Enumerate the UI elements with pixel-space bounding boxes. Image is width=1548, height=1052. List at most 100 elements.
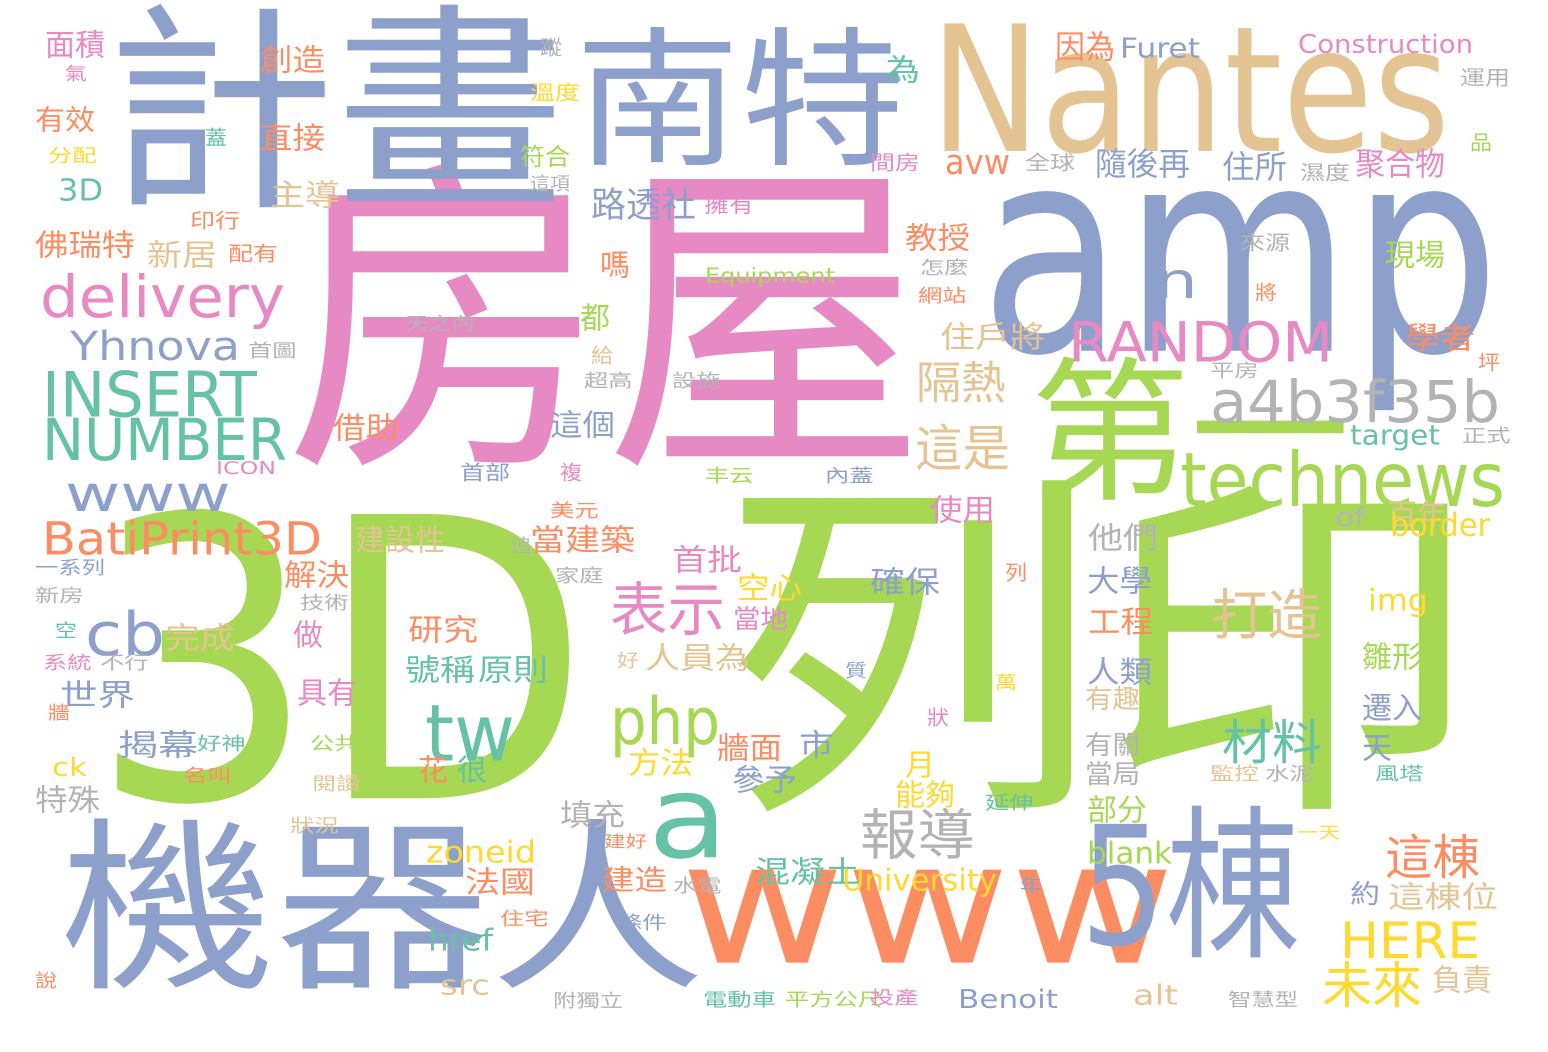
cloud-word: 建設性 (355, 523, 445, 559)
cloud-word: 南特 (575, 15, 905, 189)
cloud-word: ICON (216, 457, 276, 479)
cloud-word: 住所 (1222, 148, 1287, 187)
cloud-word: 研究 (408, 613, 478, 649)
cloud-word: 好神 (197, 733, 246, 755)
cloud-word: 3D (58, 173, 103, 209)
cloud-word: 品 (1470, 130, 1492, 155)
cloud-word: 直接 (260, 121, 325, 157)
cloud-word: 具有 (297, 676, 357, 712)
cloud-word: 空 (55, 620, 77, 642)
cloud-word: 人類 (1087, 655, 1152, 691)
cloud-word: 雛形 (1362, 640, 1422, 676)
cloud-word: 首批 (672, 543, 742, 579)
cloud-word: 佛瑞特 (35, 228, 135, 264)
cloud-word: 第一 (1030, 343, 1350, 525)
cloud-word: 延伸 (985, 792, 1034, 814)
cloud-word: 房屋 (285, 133, 925, 518)
cloud-word: 借助 (333, 411, 398, 447)
cloud-word: img (1368, 583, 1428, 619)
cloud-word: 機器人 (60, 801, 705, 1018)
cloud-word: 家庭 (555, 565, 604, 587)
cloud-word: 特殊 (35, 783, 100, 819)
cloud-word: www (680, 805, 1175, 1004)
cloud-word: BatiPrint3D (42, 512, 322, 566)
cloud-word: 分配 (48, 145, 97, 167)
cloud-word: 隔熱 (916, 356, 1006, 410)
cloud-word: 很 (457, 753, 487, 789)
cloud-word: 氣 (65, 63, 87, 85)
cloud-word: 教授 (905, 221, 970, 257)
cloud-word: 未來 (1322, 957, 1422, 1015)
cloud-word: 平房 (1210, 360, 1259, 382)
cloud-word: 這個 (550, 408, 615, 444)
cloud-word: 因為 (1055, 28, 1115, 67)
cloud-word: 住戶將 (940, 320, 1045, 356)
cloud-word: 面積 (45, 28, 105, 64)
cloud-word: 擁有 (704, 193, 754, 219)
cloud-word: 運用 (1460, 65, 1510, 90)
cloud-word: 配有 (228, 241, 278, 266)
cloud-word: 混凝土 (755, 855, 860, 891)
cloud-word: 確保 (870, 565, 940, 601)
cloud-word: 首部 (460, 460, 510, 485)
cloud-word: 說 (35, 970, 57, 992)
cloud-word: 風塔 (1375, 763, 1424, 785)
cloud-word: a (648, 751, 728, 886)
cloud-word: 5棟 (1080, 791, 1300, 984)
cloud-word: 來源 (1240, 230, 1290, 255)
cloud-word: 創造 (260, 43, 325, 79)
cloud-word: 投產 (870, 987, 919, 1009)
cloud-word: php (610, 685, 720, 761)
cloud-word: ck (52, 752, 87, 783)
cloud-word: 有效 (35, 103, 95, 137)
cloud-word: 技術 (300, 592, 349, 614)
cloud-word: 都 (580, 301, 610, 337)
cloud-word: 列印 (720, 446, 1480, 866)
cloud-word: 電動車 (703, 989, 776, 1011)
cloud-word: 系統 (43, 652, 92, 674)
cloud-word: zoneid (426, 835, 536, 871)
cloud-word: 公共 (310, 733, 359, 755)
cloud-word: delivery (40, 263, 285, 332)
cloud-word: tw (425, 689, 515, 780)
cloud-word: 負責 (1432, 963, 1492, 999)
cloud-word: 大學 (1087, 564, 1152, 600)
cloud-word: 完成 (165, 621, 235, 657)
cloud-word: 做 (293, 618, 323, 654)
cloud-word: 工程 (1088, 605, 1153, 641)
cloud-word: 濕度 (1300, 160, 1350, 185)
cloud-word: 法國 (465, 865, 535, 901)
cloud-word: alt (1133, 978, 1178, 1012)
cloud-word: 追 (510, 535, 532, 557)
cloud-word: 花 (418, 753, 448, 789)
cloud-word: 路透社 (591, 185, 696, 226)
cloud-word: 內蓋 (825, 465, 874, 487)
cloud-word: 這是 (915, 420, 1010, 478)
cloud-word: 狀 (927, 705, 949, 730)
cloud-word: 參予 (732, 763, 797, 799)
cloud-word: 牆面 (717, 731, 782, 767)
cloud-word: 將 (1255, 280, 1277, 305)
cloud-word: RANDOM (1068, 310, 1333, 375)
cloud-word: 主導 (270, 178, 340, 214)
cloud-word: Construction (1298, 29, 1473, 60)
cloud-word: 百年 (1387, 498, 1447, 534)
cloud-word: 牆 (48, 702, 70, 724)
cloud-word: 聚合物 (1355, 145, 1445, 184)
cloud-word: 怎麼 (920, 257, 969, 279)
cloud-word: 建造 (602, 863, 667, 897)
cloud-word: 方法 (628, 746, 693, 782)
cloud-word: technews (1180, 436, 1505, 524)
cloud-word: 這項 (530, 173, 570, 195)
cloud-word: cb (85, 599, 165, 670)
cloud-word: www (65, 465, 231, 523)
cloud-word: 符合 (520, 143, 570, 172)
cloud-word: 監控 (1210, 763, 1259, 785)
cloud-word: 人員為 (645, 641, 750, 677)
cloud-word: 學者 (1405, 321, 1475, 357)
cloud-word: 現場 (1385, 238, 1445, 274)
cloud-word: 建好 (604, 832, 648, 852)
cloud-word: 平方公尺 (785, 989, 883, 1011)
cloud-word: 嗎 (600, 248, 630, 284)
